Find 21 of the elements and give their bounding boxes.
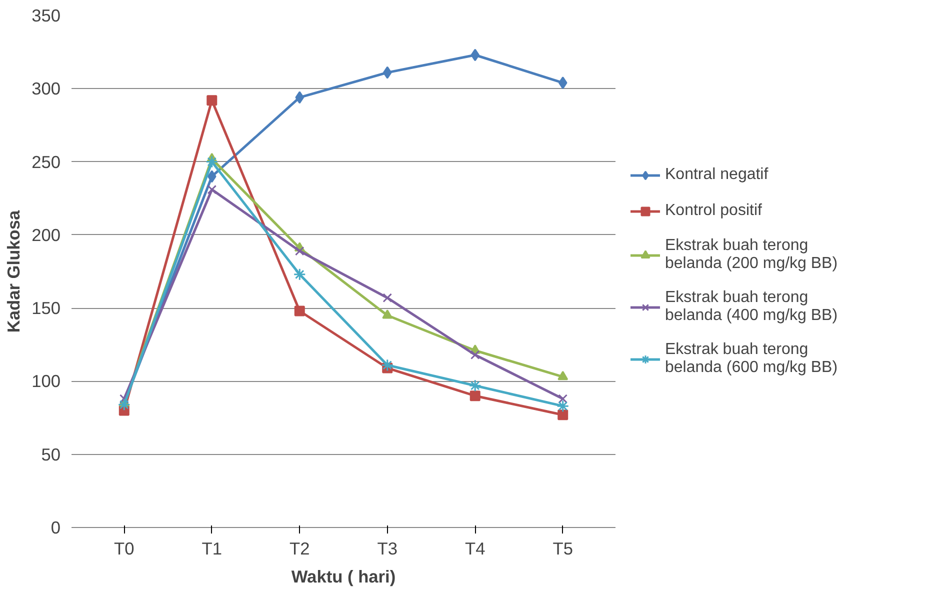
- y-axis-title: Kadar Glukosa: [4, 210, 24, 333]
- y-tick-label: 50: [41, 444, 61, 464]
- legend-label: Kontrol positif: [665, 202, 762, 220]
- x-tick-label: T2: [290, 538, 310, 558]
- x-tick-label: T3: [377, 538, 398, 558]
- y-tick-label: 200: [32, 224, 61, 245]
- legend-label: Kontral negatif: [665, 166, 768, 184]
- x-tick-label: T0: [114, 538, 134, 558]
- y-tick-label: 150: [32, 298, 61, 318]
- legend-label: Ekstrak buah terong belanda (600 mg/kg BB): [665, 341, 838, 377]
- y-tick-label: 300: [32, 78, 61, 99]
- x-tick-label: T1: [202, 538, 222, 558]
- y-tick-label: 0: [50, 518, 61, 538]
- y-tick-label: 250: [32, 152, 61, 172]
- legend-label: Ekstrak buah terong belanda (200 mg/kg BB): [665, 237, 838, 273]
- x-tick-label: T4: [465, 538, 486, 558]
- y-tick-label: 100: [32, 371, 61, 392]
- x-tick-label: T5: [552, 538, 573, 558]
- legend-label: Ekstrak buah terong belanda (400 mg/kg BB): [665, 289, 838, 325]
- y-tick-label: 350: [32, 6, 61, 26]
- x-axis-title: Waktu ( hari): [291, 566, 396, 586]
